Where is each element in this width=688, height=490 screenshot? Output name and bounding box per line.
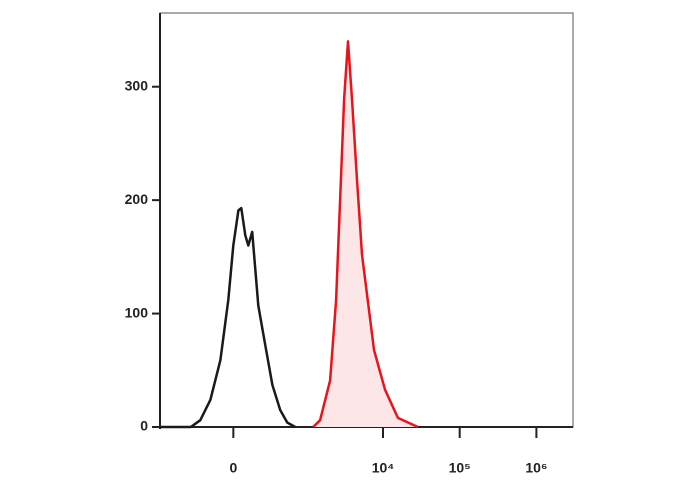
y-tick-label: 200 [125,191,149,207]
x-tick-label: 10⁴ [372,460,395,476]
x-tick-label: 10⁵ [449,460,471,476]
histogram-line [160,206,296,429]
y-tick-label: 0 [140,418,148,434]
histogram-line [312,40,419,429]
x-tick-label: 0 [229,460,237,476]
y-tick-label: 300 [125,77,149,93]
x-tick-label: 10⁶ [525,460,547,476]
histogram-area [313,41,418,428]
y-tick-label: 100 [125,304,149,320]
